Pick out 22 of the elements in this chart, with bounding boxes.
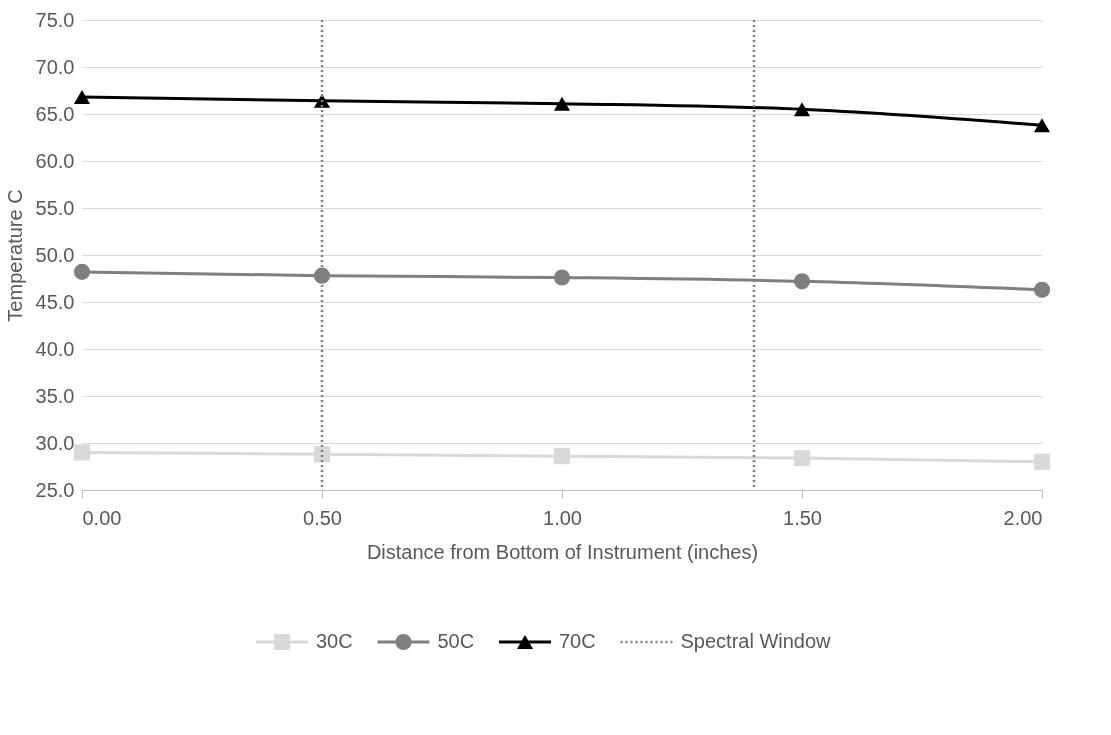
- legend-label: 70C: [559, 630, 596, 652]
- y-tick-label: 40.0: [35, 337, 75, 360]
- y-tick-label: 65.0: [35, 102, 75, 125]
- legend-label: 50C: [437, 630, 475, 652]
- x-tick-label: 2.00: [1003, 506, 1043, 529]
- y-tick-label: 60.0: [35, 149, 75, 172]
- y-tick-label: 55.0: [35, 196, 75, 219]
- y-tick-label: 30.0: [35, 431, 75, 454]
- x-axis-title: Distance from Bottom of Instrument (inches): [366, 540, 759, 563]
- legend-label: Spectral Window: [680, 630, 832, 652]
- y-tick-label: 45.0: [35, 290, 75, 313]
- legend-label: 30C: [316, 630, 353, 652]
- y-tick-label: 70.0: [35, 55, 75, 78]
- x-tick-label: 1.00: [543, 506, 582, 529]
- y-tick-label: 50.0: [35, 243, 75, 266]
- y-tick-label: 25.0: [35, 478, 75, 501]
- x-tick-label: 0.50: [303, 506, 342, 529]
- y-tick-label: 75.0: [35, 8, 75, 31]
- x-tick-label: 1.50: [783, 506, 822, 529]
- x-tick-label: 0.00: [82, 506, 122, 529]
- y-axis-title: Temperature C: [3, 189, 26, 322]
- y-tick-label: 35.0: [35, 384, 75, 407]
